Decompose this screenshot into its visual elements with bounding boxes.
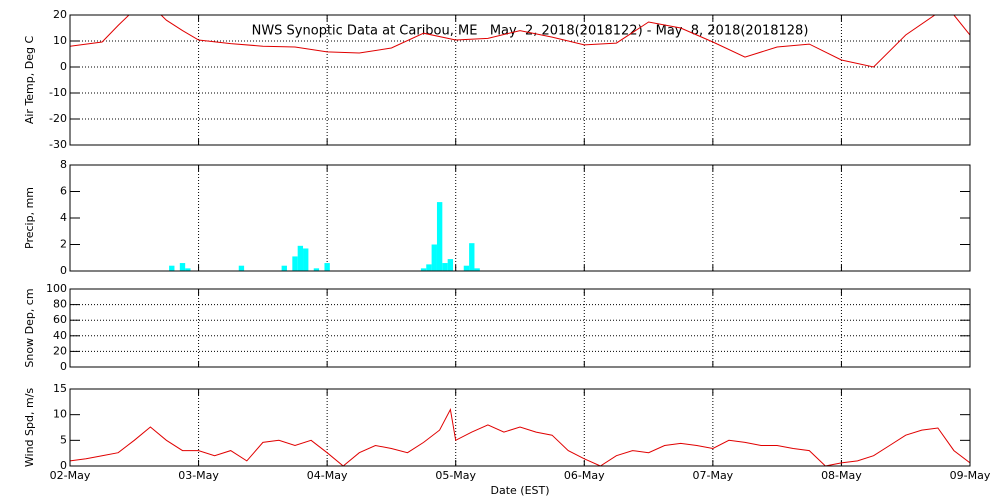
y-tick-label: 4 [60, 211, 67, 224]
y-tick-label: 0 [60, 459, 67, 472]
y-tick-label: 40 [53, 329, 67, 342]
y-axis-label: Precip, mm [23, 187, 36, 249]
x-tick-label: 08-May [821, 469, 862, 482]
x-tick-label: 02-May [50, 469, 91, 482]
x-tick-label: 03-May [178, 469, 219, 482]
bar [431, 244, 437, 271]
y-tick-label: 8 [60, 158, 67, 171]
data-line [70, 407, 970, 466]
y-tick-label: 100 [46, 282, 67, 295]
y-tick-label: 80 [53, 298, 67, 311]
bar [238, 265, 245, 271]
bar [303, 248, 309, 271]
y-tick-label: 5 [60, 433, 67, 446]
bar [292, 256, 298, 271]
x-tick-label: 09-May [950, 469, 991, 482]
y-tick-label: -30 [49, 138, 67, 151]
y-tick-label: 20 [53, 8, 67, 21]
chart-title: NWS Synoptic Data at Caribou, ME May 2, … [252, 24, 809, 39]
bar [324, 263, 330, 271]
x-tick-label: 06-May [564, 469, 605, 482]
data-line [70, 15, 970, 68]
bar [442, 263, 448, 271]
bar [281, 265, 287, 271]
plot-frame [69, 164, 971, 272]
plot-area [70, 15, 970, 68]
y-tick-label: 6 [60, 185, 67, 198]
bar [474, 268, 480, 271]
bar [469, 243, 475, 271]
y-tick-label: 0 [60, 60, 67, 73]
bar [297, 245, 304, 271]
y-tick-label: 20 [53, 344, 67, 357]
bar [169, 265, 175, 271]
y-tick-label: 0 [60, 264, 67, 277]
x-tick-label: 07-May [692, 469, 733, 482]
bar [463, 265, 470, 271]
y-tick-label: -10 [49, 86, 67, 99]
x-axis-label: Date (EST) [490, 484, 549, 497]
x-tick-label: 04-May [307, 469, 348, 482]
bar [447, 259, 454, 271]
plot-frame [69, 388, 971, 467]
bar [436, 202, 443, 271]
bar [426, 264, 432, 271]
plot-area [169, 202, 480, 271]
bar [185, 268, 191, 271]
y-axis-label: Snow Dep, cm [23, 288, 36, 367]
y-tick-label: 15 [53, 382, 67, 395]
bar [420, 268, 427, 271]
bar [179, 263, 186, 271]
y-tick-label: 2 [60, 238, 67, 251]
x-tick-label: 05-May [435, 469, 476, 482]
y-tick-label: 10 [53, 408, 67, 421]
y-tick-label: 10 [53, 34, 67, 47]
plot-frame [69, 14, 971, 146]
y-tick-label: 0 [60, 360, 67, 373]
y-tick-label: 60 [53, 313, 67, 326]
y-axis-label: Wind Spd, m/s [23, 388, 36, 468]
plot-area [70, 407, 970, 466]
bar [313, 268, 320, 271]
y-tick-label: -20 [49, 112, 67, 125]
plot-frame [69, 288, 971, 368]
y-axis-label: Air Temp, Deg C [23, 36, 36, 125]
